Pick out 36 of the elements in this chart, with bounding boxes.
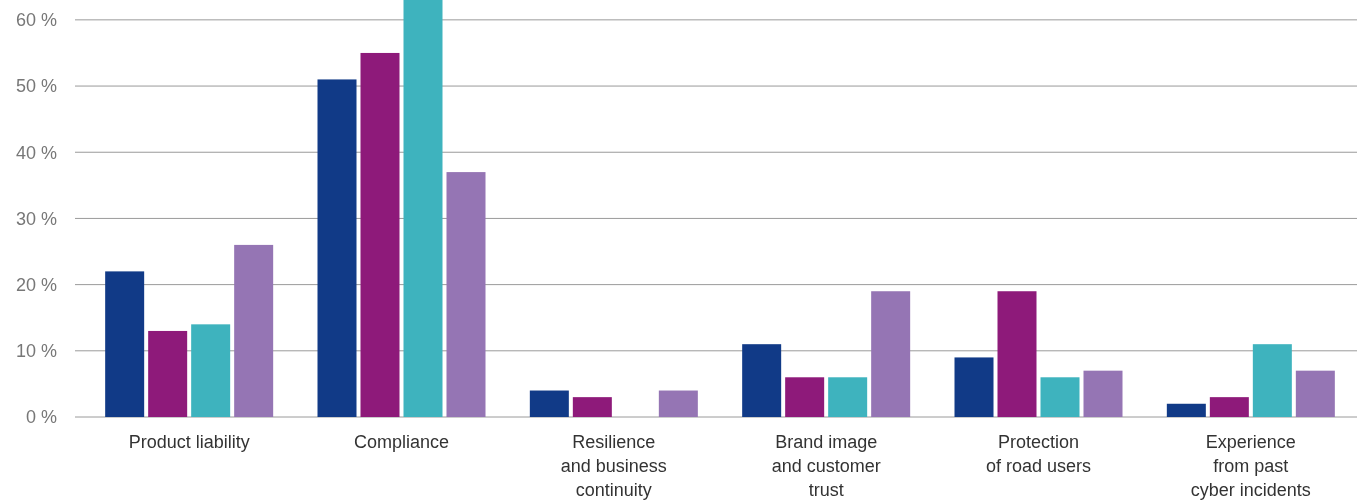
bar xyxy=(191,324,231,417)
bar xyxy=(105,271,145,417)
x-tick-label: Product liability xyxy=(128,432,250,452)
bar xyxy=(1083,370,1123,417)
bar xyxy=(529,390,569,417)
bar xyxy=(828,377,868,417)
bar xyxy=(1040,377,1080,417)
bar xyxy=(1209,397,1249,417)
bar xyxy=(1166,403,1206,417)
bar xyxy=(871,291,911,417)
bar xyxy=(317,79,357,417)
bar xyxy=(1252,344,1292,417)
y-tick-label: 10 % xyxy=(15,341,57,362)
y-tick-label: 0 % xyxy=(25,407,57,428)
bar xyxy=(572,397,612,417)
y-tick-label: 20 % xyxy=(15,274,57,295)
bar xyxy=(360,52,400,417)
y-tick-label: 50 % xyxy=(15,76,57,97)
bar xyxy=(403,0,443,417)
bar xyxy=(446,172,486,417)
bar xyxy=(234,244,274,417)
y-tick-label: 40 % xyxy=(15,142,57,163)
bar xyxy=(1295,370,1335,417)
bar xyxy=(658,390,698,417)
bar xyxy=(785,377,825,417)
x-tick-label: Protection of road users xyxy=(985,432,1092,476)
x-tick-label: Compliance xyxy=(353,432,450,452)
x-tick-label: Brand image and customer trust xyxy=(771,432,881,500)
bar xyxy=(954,357,994,417)
x-tick-label: Experience from past cyber incidents xyxy=(1190,432,1311,500)
bar xyxy=(997,291,1037,417)
x-tick-label: Resilience and business continuity xyxy=(560,432,667,500)
bar xyxy=(148,330,188,417)
bar xyxy=(742,344,782,417)
y-tick-label: 30 % xyxy=(15,208,57,229)
y-tick-label: 60 % xyxy=(15,10,57,31)
